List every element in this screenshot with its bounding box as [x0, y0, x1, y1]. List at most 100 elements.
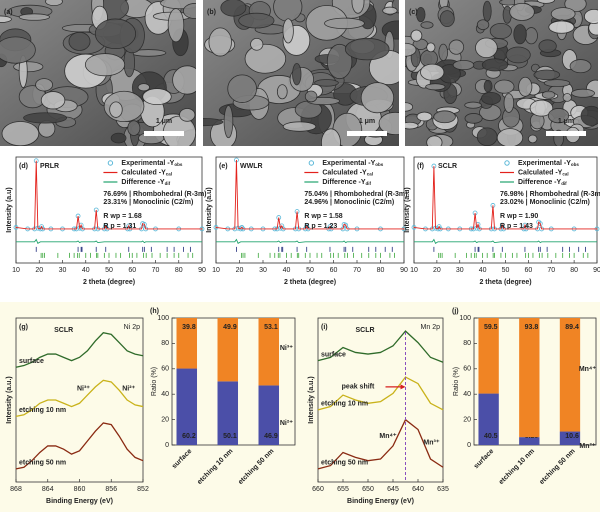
- scale-bar: [546, 131, 586, 136]
- sem-grain: [276, 84, 288, 100]
- legend-name: Difference -Y: [322, 179, 366, 186]
- panel-label: (i): [321, 324, 328, 331]
- bar-segment: [217, 318, 239, 382]
- y-tick-label: 60: [161, 366, 169, 373]
- annotation: R wp = 1.58: [304, 213, 342, 220]
- legend-subscript: dif: [366, 181, 372, 186]
- y-tick-label: 100: [157, 315, 169, 322]
- series-line: [215, 160, 404, 230]
- sem-grain: [476, 127, 498, 146]
- phase-label: 23.31% | Monoclinic (C2/m): [103, 199, 193, 206]
- panel-label: (a): [4, 9, 13, 16]
- legend-symbol: [107, 160, 114, 166]
- sem-grain: [45, 0, 63, 7]
- x-axis-label: 2 theta (degree): [83, 279, 135, 286]
- sem-grain: [584, 9, 598, 24]
- bar-segment: [217, 381, 239, 445]
- sem-grain: [438, 43, 449, 62]
- scale-bar-label: 1 μm: [359, 118, 375, 125]
- x-tick-label: 20: [433, 267, 441, 274]
- sem-grain: [208, 27, 232, 57]
- x-tick-label: 50: [105, 267, 113, 274]
- sem-grain: [1, 121, 40, 146]
- sem-grain: [541, 90, 556, 99]
- y-tick-label: 20: [161, 416, 169, 423]
- legend-label: Experimental -Yobs: [322, 160, 383, 167]
- legend-label: Calculated -Ycal: [518, 169, 569, 176]
- sem-grain: [127, 120, 141, 136]
- curve-label: surface: [19, 358, 44, 365]
- series-line: [15, 379, 144, 418]
- sem-grain: [250, 37, 264, 51]
- series-label: Ni²⁺: [280, 420, 293, 427]
- x-tick-label: 40: [479, 267, 487, 274]
- panel-title: PRLR: [40, 163, 59, 170]
- scale-bar: [347, 131, 387, 136]
- sem-grain: [482, 0, 492, 22]
- sem-grain: [503, 93, 515, 113]
- x-tick-label: 852: [137, 486, 149, 493]
- sem-grain: [360, 82, 395, 114]
- curve-label: etching 10 nm: [321, 401, 368, 408]
- value-label: 89.4: [565, 324, 579, 331]
- y-tick-label: 20: [463, 416, 471, 423]
- sem-grain: [18, 13, 51, 21]
- legend-label: Difference -Ydif: [518, 179, 567, 186]
- legend-label: Calculated -Ycal: [121, 169, 172, 176]
- x-tick-label: 635: [437, 486, 449, 493]
- y-axis-label: Intensity (a.u): [6, 187, 13, 233]
- sem-grain: [110, 132, 127, 144]
- scale-bar-label: 1 μm: [558, 118, 574, 125]
- value-label: 10.6: [565, 433, 579, 440]
- x-tick-label: 30: [259, 267, 267, 274]
- plot-frame: [317, 317, 444, 483]
- scale-bar: [144, 131, 184, 136]
- data-point: [327, 224, 333, 230]
- panel-label: (g): [19, 324, 28, 331]
- curve-label: etching 10 nm: [19, 407, 66, 414]
- legend-label: Difference -Ydif: [121, 179, 170, 186]
- x-tick-label: 20: [35, 267, 43, 274]
- series-label: Ni³⁺: [280, 345, 293, 352]
- annotation: Ni²⁺: [122, 385, 135, 392]
- sem-grain: [137, 83, 151, 92]
- sem-grain: [475, 37, 498, 59]
- sem-grain: [580, 105, 598, 126]
- data-point: [126, 223, 132, 229]
- x-tick-label: 60: [524, 267, 532, 274]
- curve-label: surface: [321, 351, 346, 358]
- sem-grain: [509, 2, 535, 21]
- x-tick-label: 660: [312, 486, 324, 493]
- value-label: 60.2: [182, 433, 196, 440]
- annotation: R p = 1.43: [500, 223, 533, 230]
- legend-name: Experimental -Y: [518, 160, 571, 167]
- panel-label: (d): [19, 163, 28, 170]
- legend-subscript: obs: [375, 162, 383, 167]
- legend-label: Calculated -Ycal: [322, 169, 373, 176]
- sem-grain: [570, 88, 596, 98]
- panel-title: SCLR: [54, 327, 73, 334]
- sem-grain: [483, 79, 493, 93]
- sem-grain: [536, 0, 555, 4]
- sem-grain: [518, 76, 533, 97]
- annotation: Ni³⁺: [77, 385, 90, 392]
- curve-label: etching 50 nm: [321, 460, 368, 467]
- sem-grain: [416, 7, 426, 23]
- x-axis-label: Binding Energy (eV): [46, 498, 113, 505]
- data-point: [436, 224, 442, 230]
- sem-grain: [420, 21, 434, 29]
- x-tick-label: 50: [502, 267, 510, 274]
- sem-grain: [0, 15, 12, 23]
- sem-grain: [543, 79, 571, 88]
- x-axis-label: 2 theta (degree): [284, 279, 336, 286]
- sem-grain: [220, 0, 247, 17]
- sem-grain: [378, 111, 399, 136]
- sem-grain: [321, 128, 341, 146]
- panel-label: (f): [417, 163, 424, 170]
- legend-name: Difference -Y: [518, 179, 562, 186]
- sem-grain: [464, 113, 483, 124]
- bar-segment: [559, 318, 581, 432]
- x-tick-label: 645: [387, 486, 399, 493]
- sem-image: [405, 0, 598, 146]
- x-axis-label: Binding Energy (eV): [347, 498, 414, 505]
